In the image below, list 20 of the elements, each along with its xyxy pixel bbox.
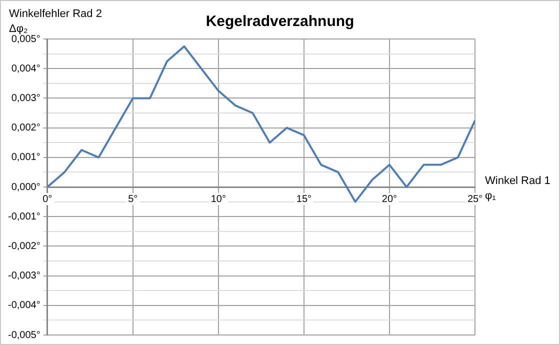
y-tick-label: 0,002° <box>11 122 40 134</box>
y-tick-label: -0,003° <box>8 270 40 282</box>
y-tick-label: -0,002° <box>8 240 40 252</box>
y-tick-label: 0,000° <box>11 182 40 193</box>
y-tick-label: -0,005° <box>8 330 40 341</box>
y-tick-label: 0,004° <box>11 63 40 74</box>
x-axis-title: Winkel Rad 1 φ₁ <box>485 174 552 204</box>
y-tick-label: -0,004° <box>8 300 40 312</box>
x-tick-label: 0° <box>42 194 52 205</box>
x-tick-label: 10° <box>210 194 226 205</box>
x-tick-label: 20° <box>382 194 398 205</box>
y-axis-title: Winkelfehler Rad 2 Δφ₂ <box>9 7 103 35</box>
y-tick-label: 0,005° <box>11 34 40 45</box>
x-tick-label: 5° <box>128 194 138 205</box>
y-tick-label: 0,001° <box>11 152 40 164</box>
y-tick-label: -0,001° <box>8 211 40 222</box>
y-tick-label: 0,003° <box>11 92 40 104</box>
x-tick-label: 25° <box>467 194 483 205</box>
x-tick-label: 15° <box>296 194 312 205</box>
chart-title: Kegelradverzahnung <box>206 13 354 30</box>
